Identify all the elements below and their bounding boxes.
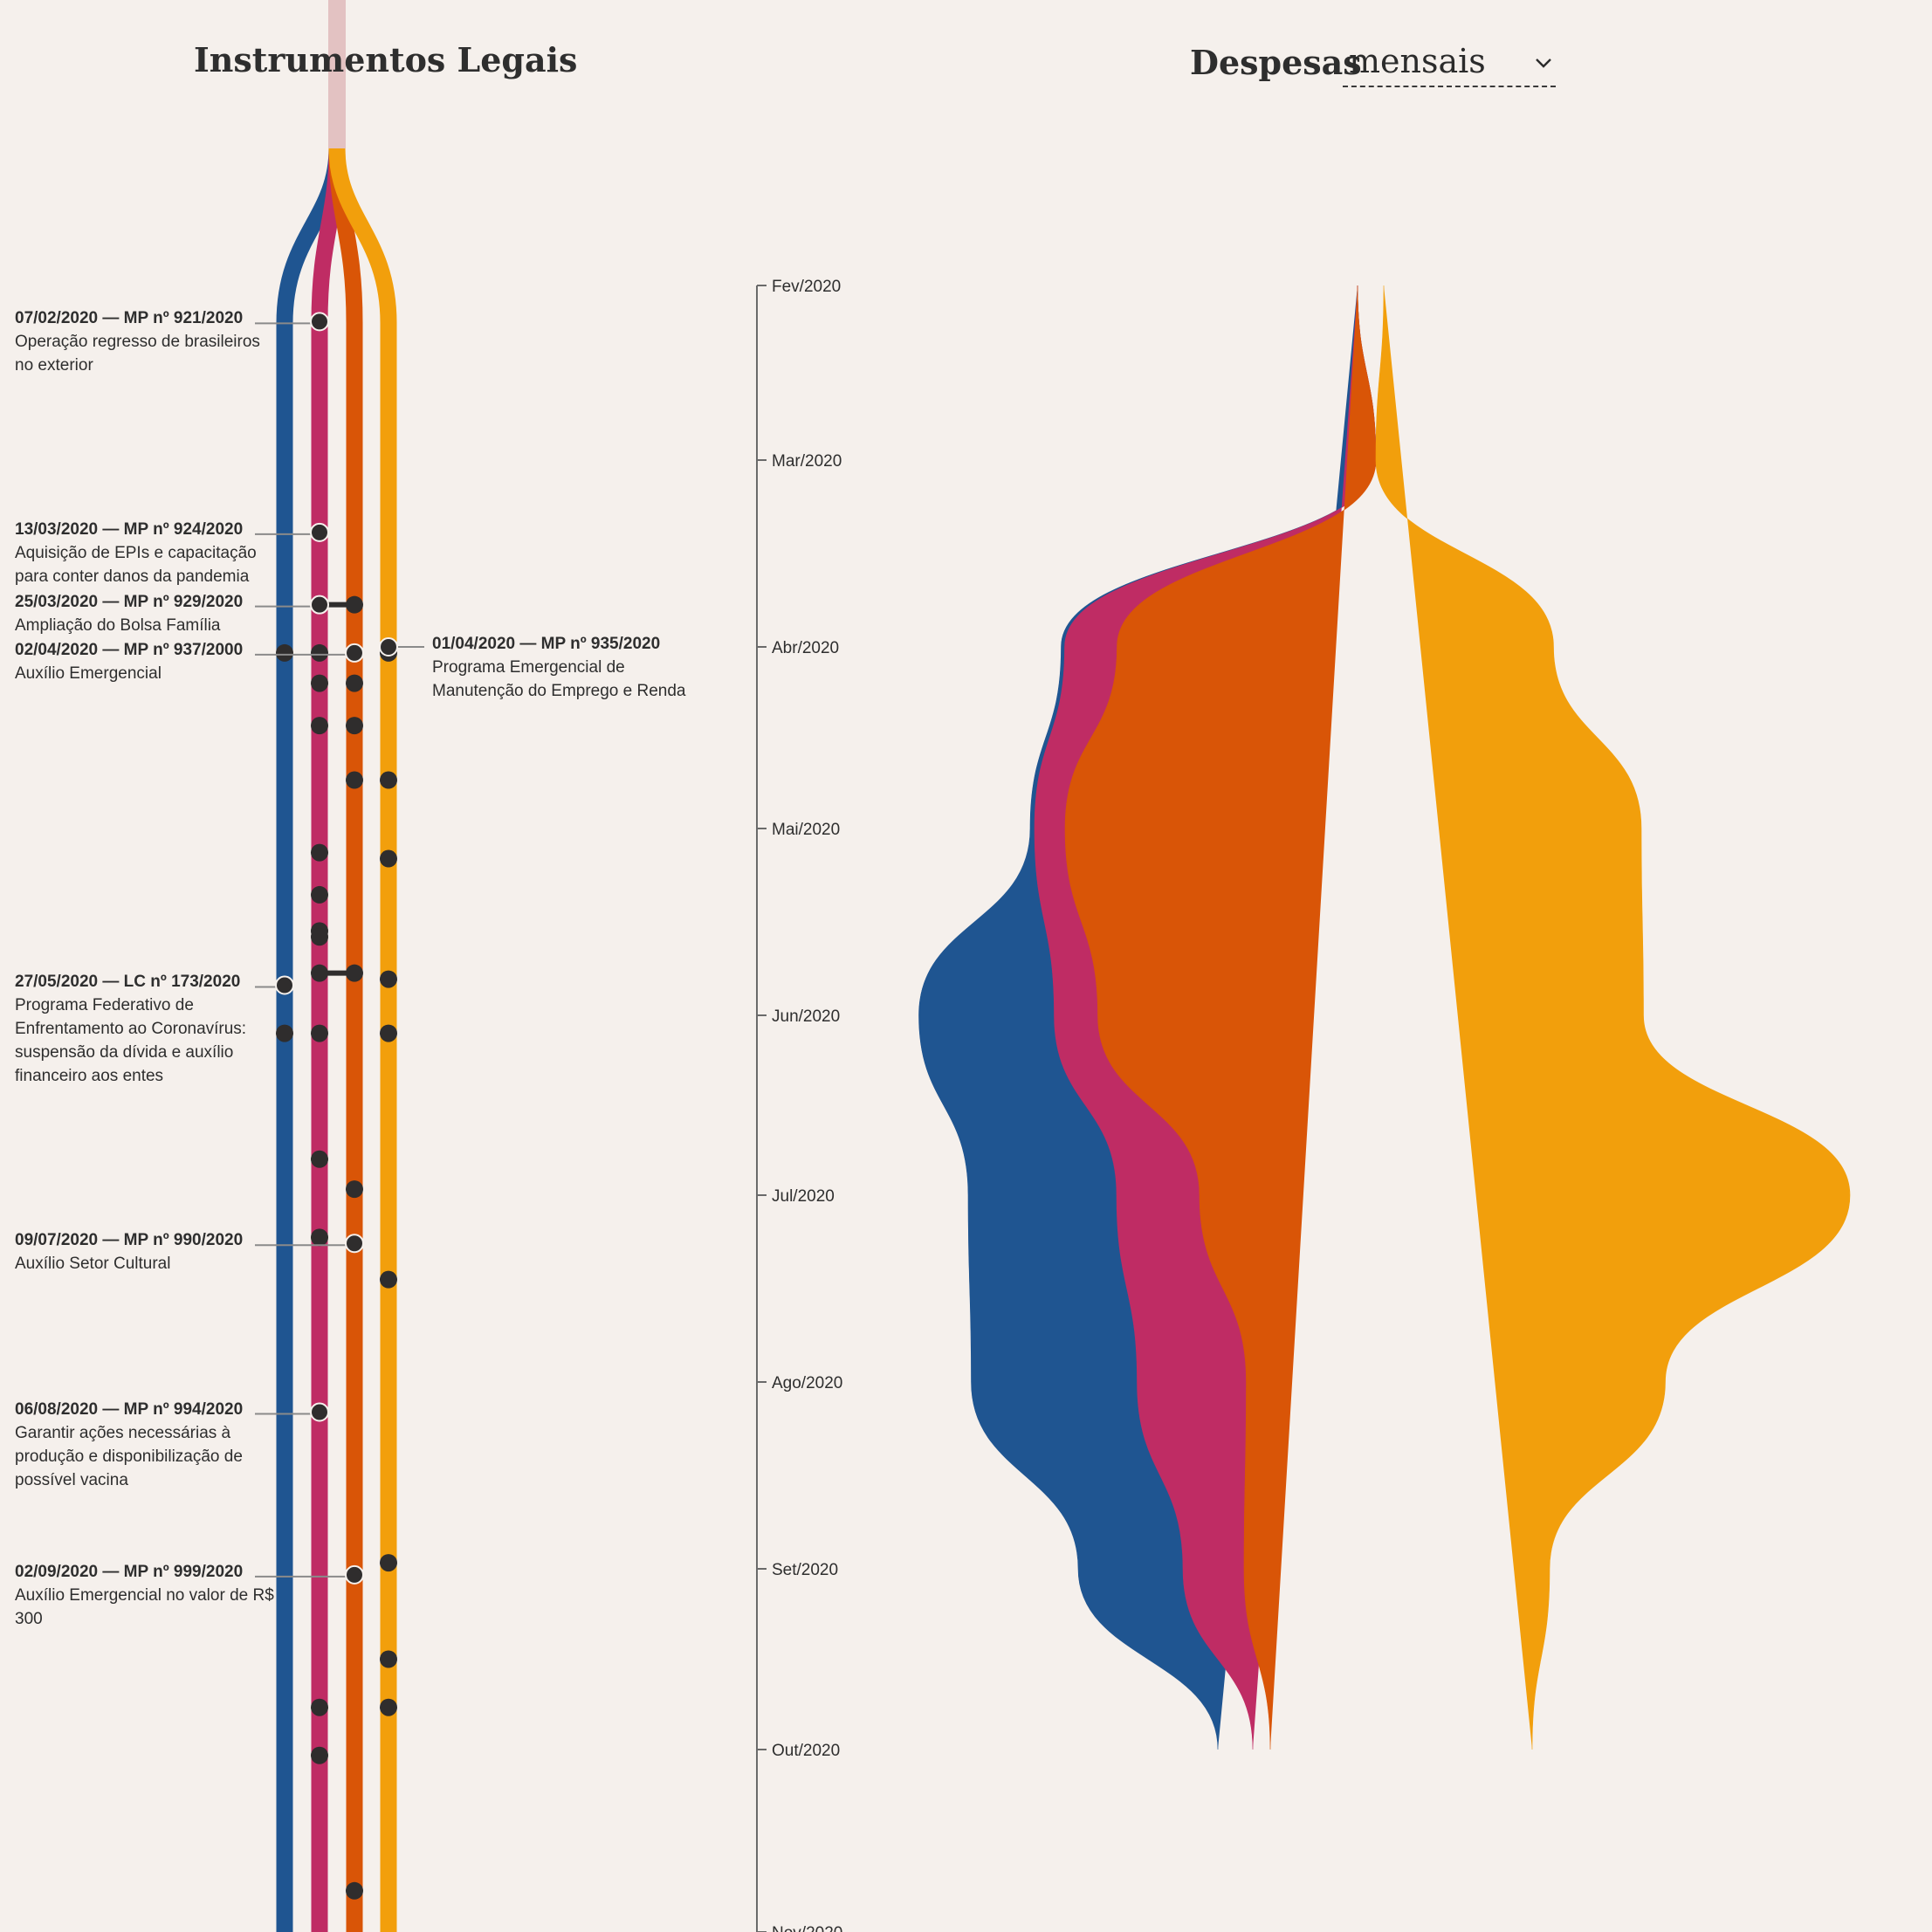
- event-description: Programa Federativo de Enfrentamento ao …: [15, 996, 247, 1086]
- period-select[interactable]: mensais: [1343, 40, 1556, 87]
- event-marker: [379, 637, 398, 657]
- axis-tick-label: Ago/2020: [772, 1374, 842, 1392]
- instrument-dot: [311, 643, 328, 662]
- stream-layer-3: [1375, 285, 1851, 1750]
- axis-tick-label: Nov/2020: [772, 1924, 842, 1932]
- event-date: 25/03/2020 — MP nº 929/2020: [15, 592, 244, 611]
- instrument-dot: [311, 1698, 328, 1716]
- instrument-dot: [346, 771, 363, 789]
- instrument-dot: [311, 1746, 328, 1764]
- event-description: Programa Emergencial de Manutenção do Em…: [432, 658, 686, 700]
- event-label: 02/04/2020 — MP nº 937/2000 Auxílio Emerg…: [15, 638, 281, 685]
- instrument-dot: [346, 1881, 363, 1900]
- event-marker: [345, 1564, 364, 1585]
- legal-instruments-title: Instrumentos Legais: [194, 40, 578, 79]
- instrument-dot: [311, 1150, 328, 1168]
- instrument-dot: [311, 885, 328, 904]
- instrument-dot: [380, 1554, 397, 1572]
- event-description: Garantir ações necessárias à produção e …: [15, 1423, 243, 1489]
- instrument-dot: [276, 1024, 293, 1042]
- expenses-title: Despesas: [1190, 43, 1362, 82]
- instrument-dot: [380, 1270, 397, 1289]
- event-marker: [345, 643, 364, 663]
- event-date: 01/04/2020 — MP nº 935/2020: [432, 635, 661, 653]
- event-marker: [275, 975, 294, 995]
- event-label: 09/07/2020 — MP nº 990/2020 Auxílio Setor…: [15, 1228, 281, 1275]
- timeline-line-orange: [328, 148, 363, 1932]
- axis-tick-label: Mai/2020: [772, 821, 840, 839]
- instrument-dot: [380, 771, 397, 789]
- instrument-dot: [346, 674, 363, 692]
- instrument-dot: [311, 964, 328, 982]
- instrument-dot: [346, 964, 363, 982]
- event-marker: [310, 1402, 329, 1422]
- event-date: 09/07/2020 — MP nº 990/2020: [15, 1231, 244, 1250]
- event-description: Auxílio Emergencial: [15, 663, 162, 683]
- event-marker: [310, 312, 329, 332]
- instrument-dot: [346, 717, 363, 735]
- event-label: 07/02/2020 — MP nº 921/2020 Operação regr…: [15, 306, 281, 377]
- event-label: 01/04/2020 — MP nº 935/2020 Programa Emer…: [432, 632, 694, 703]
- instrument-dot: [346, 1180, 363, 1199]
- instrument-dot: [346, 595, 363, 614]
- instrument-dot: [380, 1024, 397, 1042]
- timeline-line-yellow: [328, 148, 397, 1932]
- axis-tick-label: Set/2020: [772, 1561, 838, 1579]
- event-date: 07/02/2020 — MP nº 921/2020: [15, 309, 244, 328]
- instrument-dot: [380, 1650, 397, 1668]
- event-date: 27/05/2020 — LC nº 173/2020: [15, 973, 241, 992]
- event-label: 27/05/2020 — LC nº 173/2020 Programa Fede…: [15, 970, 281, 1088]
- event-marker: [345, 1234, 364, 1254]
- stream-layer-2: [1064, 285, 1377, 1750]
- instrument-dot: [276, 643, 293, 662]
- axis-tick-label: Abr/2020: [772, 639, 839, 657]
- instrument-dot: [311, 1024, 328, 1042]
- instrument-dot: [311, 1228, 328, 1247]
- event-date: 02/04/2020 — MP nº 937/2000: [15, 640, 244, 659]
- event-description: Operação regresso de brasileiros no exte…: [15, 333, 260, 375]
- event-label: 06/08/2020 — MP nº 994/2020 Garantir açõe…: [15, 1398, 281, 1492]
- date-axis: Fev/2020 Mar/2020 Abr/2020 Mai/2020 Jun/2020…: [756, 278, 842, 1932]
- event-date: 13/03/2020 — MP nº 924/2020: [15, 519, 244, 539]
- axis-tick-label: Jul/2020: [772, 1187, 835, 1206]
- event-date: 02/09/2020 — MP nº 999/2020: [15, 1562, 244, 1581]
- timeline-line-blue: [276, 148, 346, 1932]
- event-description: Aquisição de EPIs e capacitação para con…: [15, 543, 257, 586]
- timeline-stem: [328, 0, 346, 148]
- event-marker: [310, 522, 329, 542]
- instrument-dot: [380, 970, 397, 988]
- event-description: Auxílio Emergencial no valor de R$ 300: [15, 1585, 274, 1628]
- event-description: Auxílio Setor Cultural: [15, 1255, 171, 1274]
- axis-tick-label: Fev/2020: [772, 278, 841, 296]
- event-label: 25/03/2020 — MP nº 929/2020 Ampliação do …: [15, 590, 281, 637]
- event-marker: [310, 595, 329, 615]
- event-label: 13/03/2020 — MP nº 924/2020 Aquisição de …: [15, 518, 281, 588]
- streamgraph: [918, 285, 1851, 1750]
- axis-tick-label: Jun/2020: [772, 1007, 840, 1026]
- event-label: 02/09/2020 — MP nº 999/2020 Auxílio Emerg…: [15, 1560, 281, 1631]
- timeline-layer: [255, 0, 424, 1932]
- event-description: Ampliação do Bolsa Família: [15, 615, 221, 635]
- instrument-dot: [311, 674, 328, 692]
- chevron-down-icon: [1536, 58, 1551, 68]
- axis-tick-label: Mar/2020: [772, 452, 842, 471]
- instrument-dot: [311, 717, 328, 735]
- axis-tick-label: Out/2020: [772, 1742, 840, 1760]
- instrument-dot: [311, 928, 328, 946]
- event-date: 06/08/2020 — MP nº 994/2020: [15, 1399, 244, 1419]
- instrument-dot: [380, 1698, 397, 1716]
- period-select-value: mensais: [1349, 42, 1486, 80]
- instrument-dot: [380, 849, 397, 868]
- instrument-dot: [311, 843, 328, 862]
